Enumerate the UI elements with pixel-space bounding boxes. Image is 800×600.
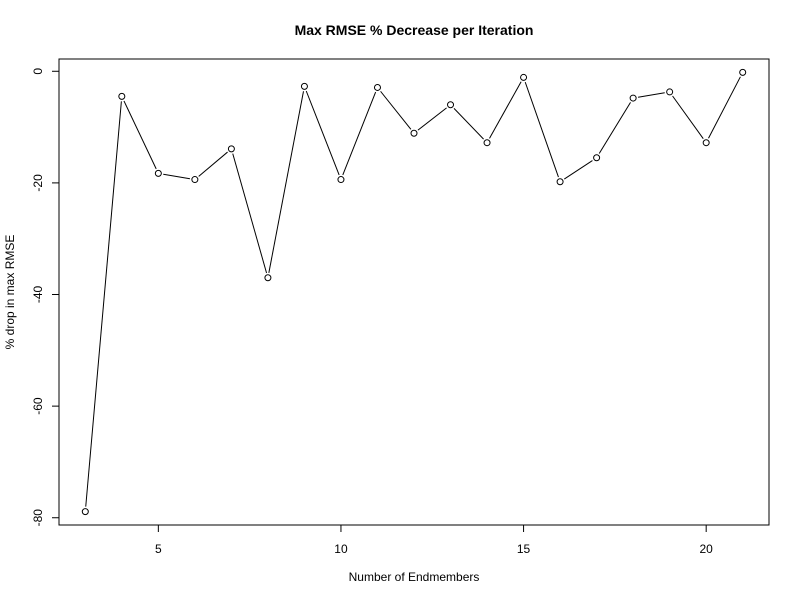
line-segment [305,90,340,176]
data-point [300,82,308,90]
x-axis-label: Number of Endmembers [349,570,480,584]
x-tick-label: 20 [700,542,714,556]
chart-title: Max RMSE % Decrease per Iteration [295,22,534,38]
data-point [702,139,710,147]
line-segment [342,91,377,176]
data-point [593,154,601,162]
y-tick-label: -20 [31,174,45,192]
x-tick-label: 15 [517,542,531,556]
data-point [227,145,235,153]
line-segment [163,173,191,180]
y-tick-label: -60 [31,397,45,415]
data-point [154,169,162,177]
x-tick-label: 5 [155,542,162,556]
y-tick-label: -40 [31,286,45,304]
x-axis: 5 10 15 20 [155,524,714,556]
data-point [739,68,747,76]
line-segment [637,92,665,98]
line-segment [232,153,268,274]
data-point [556,178,564,186]
data-point [81,508,89,516]
data-point [483,139,491,147]
line-segment [417,107,447,131]
data-point [118,92,126,100]
line-segment [563,160,593,180]
line-segment [268,91,304,273]
line-segment [453,108,484,140]
line-segment [672,95,704,139]
data-series [81,68,747,516]
data-point [520,73,528,81]
line-segment [123,100,157,170]
y-axis-label: % drop in max RMSE [3,235,17,350]
y-tick-label: 0 [31,68,45,75]
line-segment [85,101,122,507]
line-segment [524,81,559,178]
plot-frame [58,58,770,526]
data-point [337,176,345,184]
line-segment [489,81,522,139]
line-segment [708,76,741,139]
line-segment [598,102,631,154]
x-tick-label: 10 [334,542,348,556]
line-segment [380,91,412,130]
data-point [447,101,455,109]
data-point [666,88,674,96]
line-segment [198,151,228,177]
data-point [629,94,637,102]
y-tick-label: -80 [31,509,45,527]
data-point [373,83,381,91]
y-axis: 0 -20 -40 -60 -80 [31,68,60,527]
data-point [191,176,199,184]
data-point [264,274,272,282]
data-point [410,129,418,137]
